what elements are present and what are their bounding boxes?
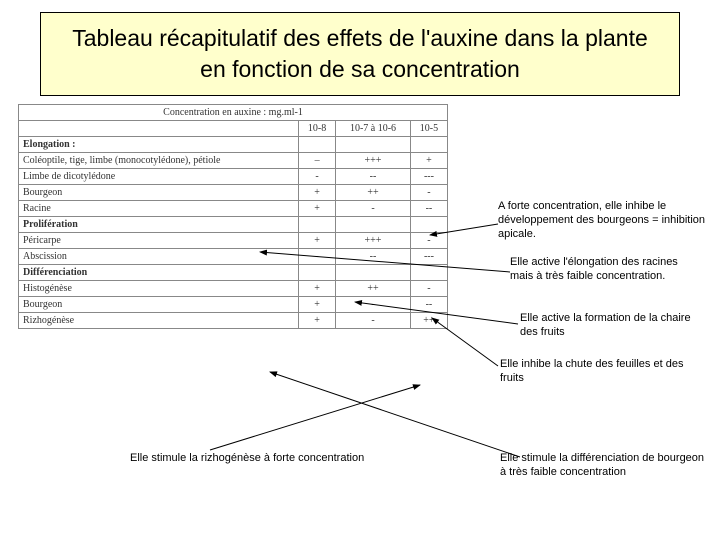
col-3: 10-5: [410, 121, 447, 137]
annotation-racines: Elle active l'élongation des racines mai…: [510, 256, 700, 284]
table-row: Péricarpe + +++ -: [19, 233, 448, 249]
annotation-chute-feuilles: Elle inhibe la chute des feuilles et des…: [500, 358, 700, 386]
table-row: Limbe de dicotylédone - -- ---: [19, 169, 448, 185]
table-caption: Concentration en auxine : mg.ml-1: [19, 105, 448, 121]
section-header: Elongation :: [19, 137, 299, 153]
annotation-rizhogenese: Elle stimule la rizhogénèse à forte conc…: [130, 452, 370, 466]
table-row: Abscission - -- ---: [19, 249, 448, 265]
annotation-chaire-fruits: Elle active la formation de la chaire de…: [520, 312, 705, 340]
table-row: Histogénèse + ++ -: [19, 281, 448, 297]
table-row: Bourgeon + ++ -: [19, 185, 448, 201]
col-1: 10-8: [299, 121, 336, 137]
page-title: Tableau récapitulatif des effets de l'au…: [72, 25, 648, 82]
table-row: Rizhogénèse + - ++: [19, 313, 448, 329]
table-row: Bourgeon + - --: [19, 297, 448, 313]
table-header-row: 10-8 10-7 à 10-6 10-5: [19, 121, 448, 137]
auxin-table: Concentration en auxine : mg.ml-1 10-8 1…: [18, 104, 448, 329]
title-box: Tableau récapitulatif des effets de l'au…: [40, 12, 680, 96]
col-blank: [19, 121, 299, 137]
section-header: Prolifération: [19, 217, 299, 233]
annotation-inhibition-apicale: A forte concentration, elle inhibe le dé…: [498, 200, 713, 241]
table-row: Racine + - --: [19, 201, 448, 217]
col-2: 10-7 à 10-6: [336, 121, 411, 137]
table-row: Coléoptile, tige, limbe (monocotylédone)…: [19, 153, 448, 169]
annotation-diff-bourgeon: Elle stimule la différenciation de bourg…: [500, 452, 710, 480]
section-header: Différenciation: [19, 265, 299, 281]
